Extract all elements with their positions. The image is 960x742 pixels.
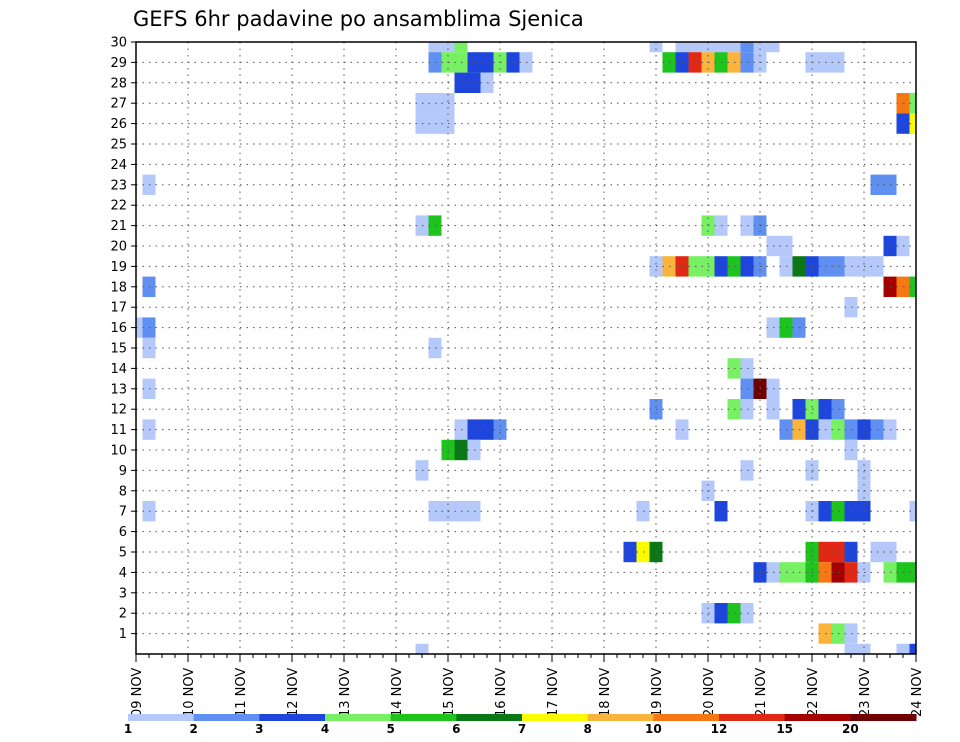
legend-label: 1 <box>124 722 132 736</box>
y-tick-label: 6 <box>119 525 127 540</box>
legend: 1 2 3 4 5 6 7 8 10 12 15 20 <box>124 714 917 736</box>
legend-label: 7 <box>518 722 526 736</box>
heatmap-cell <box>909 562 916 583</box>
heatmap-cell <box>714 42 728 53</box>
legend-swatch <box>128 714 195 721</box>
y-tick-label: 28 <box>110 76 127 91</box>
heatmap-cell <box>454 42 468 53</box>
x-tick-label: 23 NOV <box>858 668 873 717</box>
x-tick-label: 12 NOV <box>286 668 301 717</box>
y-tick-label: 3 <box>119 586 127 601</box>
y-axis: 1234567891011121314151617181920212223242… <box>110 36 136 642</box>
y-tick-label: 29 <box>110 56 127 71</box>
x-tick-label: 10 NOV <box>182 668 197 717</box>
legend-swatch <box>259 714 326 721</box>
heatmap-cell <box>740 42 754 53</box>
legend-label: 4 <box>321 722 329 736</box>
legend-label: 2 <box>189 722 197 736</box>
y-tick-label: 26 <box>110 117 127 132</box>
x-axis: 09 NOV 10 NOV 11 NOV 12 NOV 13 NOV 14 NOV 15 N… <box>130 654 925 717</box>
legend-label: 6 <box>452 722 460 736</box>
heatmap-cell <box>844 643 858 654</box>
legend-swatch <box>719 714 786 721</box>
y-tick-label: 8 <box>119 484 127 499</box>
heatmap-cell <box>428 42 442 53</box>
heatmap-cell <box>909 113 916 134</box>
y-tick-label: 12 <box>110 403 127 418</box>
y-tick-label: 1 <box>119 627 127 642</box>
y-tick-label: 14 <box>110 362 127 377</box>
heatmap-cell <box>909 93 916 114</box>
legend-swatch <box>456 714 523 721</box>
legend-swatch <box>193 714 260 721</box>
legend-swatch <box>587 714 654 721</box>
heatmap-cell <box>441 42 455 53</box>
legend-swatch <box>325 714 392 721</box>
x-tick-label: 14 NOV <box>390 668 405 717</box>
heatmap-cell <box>909 501 916 522</box>
heatmap-cell <box>727 42 741 53</box>
y-tick-label: 17 <box>110 301 127 316</box>
y-tick-label: 11 <box>110 423 127 438</box>
heatmap-cell <box>675 42 689 53</box>
y-tick-label: 27 <box>110 97 127 112</box>
y-tick-label: 2 <box>119 607 127 622</box>
legend-swatch <box>390 714 457 721</box>
y-tick-label: 22 <box>110 199 127 214</box>
heatmap-cell <box>415 643 429 654</box>
x-tick-label: 24 NOV <box>910 668 925 717</box>
y-tick-label: 15 <box>110 342 127 357</box>
heatmap-cell <box>766 42 780 53</box>
heatmap-cell <box>701 42 715 53</box>
grid-lines <box>136 41 917 654</box>
x-tick-label: 20 NOV <box>702 668 717 717</box>
y-tick-label: 16 <box>110 321 127 336</box>
y-tick-label: 10 <box>110 444 127 459</box>
legend-label: 10 <box>645 722 662 736</box>
legend-label: 5 <box>386 722 394 736</box>
legend-label: 20 <box>842 722 859 736</box>
legend-swatch <box>653 714 720 721</box>
y-tick-label: 30 <box>110 36 127 51</box>
legend-swatch <box>784 714 851 721</box>
y-tick-label: 20 <box>110 240 127 255</box>
x-tick-label: 11 NOV <box>234 668 249 717</box>
y-tick-label: 4 <box>119 566 127 581</box>
x-tick-label: 16 NOV <box>494 668 509 717</box>
heatmap-cell <box>909 643 916 654</box>
y-tick-label: 23 <box>110 178 127 193</box>
y-tick-label: 19 <box>110 260 127 275</box>
heatmap-cell <box>136 317 143 338</box>
x-tick-label: 09 NOV <box>130 668 145 717</box>
x-tick-label: 21 NOV <box>754 668 769 717</box>
legend-label: 12 <box>711 722 728 736</box>
x-tick-label: 17 NOV <box>546 668 561 717</box>
y-tick-label: 24 <box>110 158 127 173</box>
y-tick-label: 9 <box>119 464 127 479</box>
legend-label: 8 <box>583 722 591 736</box>
y-tick-label: 25 <box>110 138 127 153</box>
legend-swatch <box>850 714 917 721</box>
legend-label: 3 <box>255 722 263 736</box>
x-tick-label: 22 NOV <box>806 668 821 717</box>
x-tick-label: 18 NOV <box>598 668 613 717</box>
y-tick-label: 7 <box>119 505 127 520</box>
y-tick-label: 13 <box>110 382 127 397</box>
heatmap-cell <box>649 42 663 53</box>
heatmap-cell <box>896 643 910 654</box>
x-tick-label: 19 NOV <box>650 668 665 717</box>
heatmap-cell <box>688 42 702 53</box>
legend-swatch <box>522 714 589 721</box>
y-tick-label: 5 <box>119 546 127 561</box>
y-tick-label: 18 <box>110 280 127 295</box>
x-tick-label: 13 NOV <box>338 668 353 717</box>
chart-title: GEFS 6hr padavine po ansamblima Sjenica <box>133 7 584 31</box>
heatmap-cell <box>909 276 916 297</box>
x-tick-label: 15 NOV <box>442 668 457 717</box>
y-tick-label: 21 <box>110 219 127 234</box>
heatmap-cell <box>857 643 871 654</box>
legend-label: 15 <box>776 722 793 736</box>
heatmap-cell <box>753 42 767 53</box>
